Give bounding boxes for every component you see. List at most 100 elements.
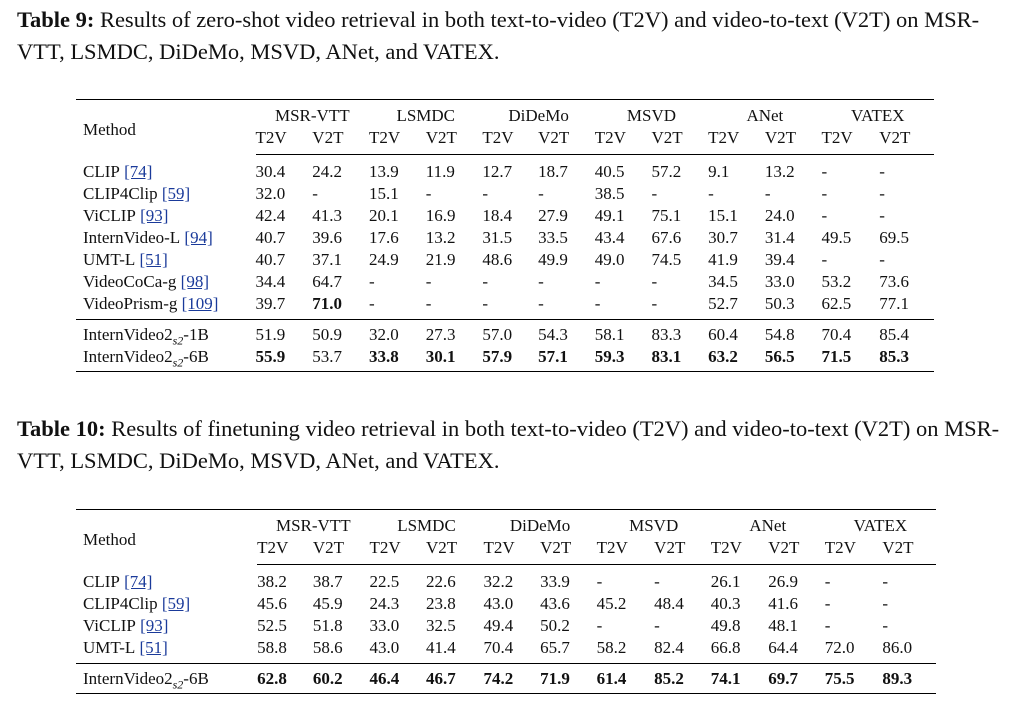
score-value-best: 46.4 [369,669,400,688]
score-cell: 48.4 [654,593,711,615]
score-value-best: 74.2 [483,669,514,688]
score-cell: 52.7 [708,293,765,320]
score-value: 40.7 [255,228,286,247]
score-value: 27.9 [538,206,568,225]
score-value: 48.1 [768,616,798,635]
score-value: 53.2 [821,272,852,291]
score-value: 69.5 [879,228,909,247]
score-cell: 13.9 [369,155,426,184]
score-cell: 57.2 [651,155,708,184]
score-value: 13.9 [369,162,399,181]
method-label: InternVideo2 [83,669,173,688]
score-value: 54.3 [538,325,568,344]
score-cell: - [651,293,709,320]
score-cell: 39.4 [765,249,822,271]
score-value: 45.6 [257,594,287,613]
score-value: - [425,272,432,291]
score-cell: 33.9 [540,565,597,594]
citation-link[interactable]: [59] [161,594,191,613]
citation-link[interactable]: [51] [139,638,168,657]
score-value-best: 59.3 [594,347,625,366]
table-row: InternVideo-L [94] 40.7 39.6 17.6 13.2 31.5 33… [76,227,934,249]
score-value: 40.3 [710,594,741,613]
score-value: - [596,572,603,591]
score-value: - [594,272,601,291]
score-value: 39.6 [312,228,343,247]
score-value: 41.4 [426,638,456,657]
citation-link[interactable]: [94] [184,228,213,247]
score-cell: 32.0 [369,320,426,347]
score-cell: 66.8 [710,637,769,664]
method-name: CLIP [74] [76,155,256,184]
score-cell: 41.6 [768,593,825,615]
metric-header: V2T [540,537,597,565]
score-value: 70.4 [821,325,852,344]
score-cell: 65.7 [540,637,597,664]
score-cell: 74.5 [651,249,708,271]
citation-link[interactable]: [93] [140,206,169,225]
score-cell: 43.4 [595,227,652,249]
score-value-best: 62.8 [257,669,287,688]
score-cell: 49.1 [595,205,652,227]
table-row: ViCLIP [93] 52.5 51.8 33.0 32.5 49.4 50.2- -49.… [76,615,936,637]
score-value: - [764,184,771,203]
metric-header: T2V [824,537,883,565]
score-value: 38.5 [594,184,625,203]
score-cell: 58.6 [312,637,370,664]
score-value: 30.4 [255,162,286,181]
score-value: 31.4 [764,228,795,247]
score-cell: 34.5 [708,271,765,293]
score-value-best: 46.7 [426,669,456,688]
score-value: - [651,294,658,313]
citation-link[interactable]: [98] [180,272,209,291]
score-cell: 58.2 [596,637,655,664]
score-cell: 49.4 [484,615,541,637]
score-value: 40.7 [255,250,286,269]
score-cell: 18.4 [482,205,538,227]
score-value-best: 56.5 [764,347,795,366]
dataset-header: MSVD [629,516,679,535]
score-value: 43.6 [540,594,570,613]
score-value: - [482,184,489,203]
score-cell: - [597,565,655,594]
metric-header: V2T [768,537,825,565]
dataset-header: LSMDC [396,106,456,125]
metric-header: V2T [312,537,370,565]
score-cell: 46.7 [426,664,484,694]
method-label: CLIP4Clip [83,184,158,203]
score-cell: 85.2 [654,664,711,694]
citation-link[interactable]: [109] [181,294,219,313]
score-value: 60.4 [708,325,738,344]
citation-link[interactable]: [59] [161,184,191,203]
score-cell: 32.0 [256,183,313,205]
score-value: - [369,272,375,291]
method-name: CLIP4Clip [59] [76,183,256,205]
score-value-best: 69.7 [768,669,798,688]
citation-link[interactable]: [93] [140,616,169,635]
score-cell: 48.1 [768,615,825,637]
citation-link[interactable]: [51] [139,250,168,269]
table-row: VideoCoCa-g [98] 34.4 64.7- - - - - -34.5 33.0 53… [76,271,934,293]
score-cell: - [651,271,708,293]
citation-link[interactable]: [74] [124,571,153,591]
score-cell: 82.4 [654,637,711,664]
score-value: 37.1 [312,250,343,269]
score-cell: 49.8 [711,615,769,637]
table-row: VideoPrism-g [109] 39.7 71.0- - - - - -52.7 50.3… [76,293,934,320]
method-label: VideoPrism-g [83,294,178,313]
table-row: ViCLIP [93] 42.4 41.3 20.1 16.9 18.4 27.9 49.1 7… [76,205,934,227]
dataset-header: DiDeMo [509,516,571,535]
score-cell: - [882,615,936,637]
metric-header: V2T [879,127,934,155]
method-suffix: -6B [183,669,209,688]
score-value: 38.7 [312,572,343,591]
method-header: Method [83,119,136,139]
score-value: 49.1 [594,206,625,225]
score-cell: 75.1 [651,205,708,227]
score-cell: 24.2 [312,155,369,184]
score-value: - [821,206,828,225]
score-value: - [708,184,714,203]
metric-header: T2V [255,127,313,155]
citation-link[interactable]: [74] [124,161,153,181]
score-cell: 31.4 [765,227,822,249]
